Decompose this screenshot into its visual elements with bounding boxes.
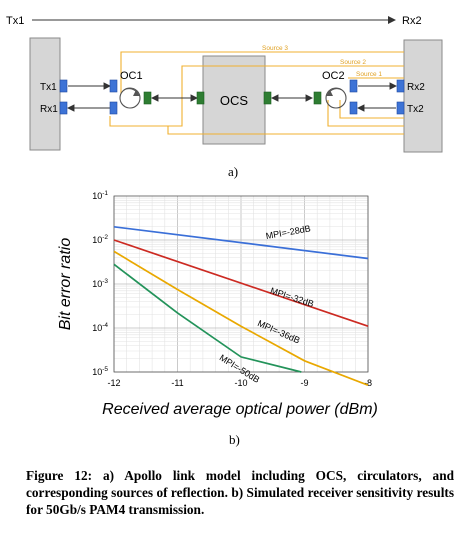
y-tick-label: 10-3 — [92, 278, 108, 289]
blue-ports — [59, 79, 405, 115]
source-return-2 — [339, 100, 404, 119]
y-tick-label: 10-1 — [92, 190, 108, 201]
oc2-label: OC2 — [322, 70, 345, 82]
source-return-3 — [167, 126, 404, 135]
left-rx1-label: Rx1 — [40, 104, 58, 115]
series-line-3 — [113, 263, 302, 373]
circulator-oc1 — [119, 87, 141, 109]
source-1-label: Source 1 — [356, 71, 382, 78]
y-axis-label: Bit error ratio — [57, 238, 74, 331]
green-ports — [143, 91, 322, 105]
source-3-path — [120, 51, 404, 94]
x-tick-label: -10 — [234, 378, 247, 388]
x-tick-label: -9 — [300, 378, 308, 388]
oc2-port-top — [349, 79, 358, 93]
port-rx2 — [396, 79, 405, 93]
port-tx2 — [396, 101, 405, 115]
x-tick-label: -12 — [107, 378, 120, 388]
port-tx1 — [59, 79, 68, 93]
y-tick-label: 10-5 — [92, 366, 108, 377]
plot-frame — [113, 195, 369, 373]
source-2-label: Source 2 — [340, 59, 366, 66]
top-rx2-label: Rx2 — [402, 15, 422, 27]
left-tx1-label: Tx1 — [40, 82, 57, 93]
chart-grid — [113, 196, 369, 373]
port-rx1 — [59, 101, 68, 115]
ber-chart: 10-110-210-310-410-5 -12 -11 -10 -9 -8 MPI=-… — [57, 190, 378, 447]
top-tx1-label: Tx1 — [6, 15, 24, 27]
x-axis-label: Received average optical power (dBm) — [102, 401, 378, 418]
reflection-paths — [109, 51, 404, 135]
ocs-right-port — [263, 91, 272, 105]
x-tick-labels: -12 -11 -10 -9 -8 — [107, 378, 372, 388]
oc2-port-bottom — [349, 101, 358, 115]
source-3-label: Source 3 — [262, 45, 288, 52]
oc1-port-top — [109, 79, 118, 93]
oc1-port-bottom — [109, 101, 118, 115]
direction-arrowhead — [388, 16, 396, 24]
series-line-0 — [113, 225, 369, 260]
y-tick-label: 10-4 — [92, 322, 108, 333]
series-line-1 — [113, 239, 369, 328]
source-return-1 — [327, 100, 404, 127]
y-tick-labels: 10-1 10-2 10-3 10-4 10-5 — [92, 190, 108, 377]
y-tick-label: 10-2 — [92, 234, 108, 245]
oc1-label: OC1 — [120, 70, 143, 82]
right-rx2-label: Rx2 — [407, 82, 425, 93]
sublabel-b: b) — [229, 432, 240, 447]
x-tick-label: -11 — [171, 378, 183, 388]
oc1-fiber-port — [143, 91, 152, 105]
chart-series — [113, 225, 369, 386]
ocs-left-port — [196, 91, 205, 105]
right-transceiver-box — [403, 39, 443, 153]
x-tick-label: -8 — [364, 378, 372, 388]
right-tx2-label: Tx2 — [407, 104, 424, 115]
connections — [66, 82, 398, 112]
sublabel-a: a) — [228, 164, 238, 179]
left-transceiver-box — [29, 37, 61, 151]
source-2-path — [109, 65, 404, 127]
circulator-oc2 — [325, 87, 347, 109]
link-model-diagram: Tx1 Rx2 OCS Source 3 Source 2 Source 1 — [6, 15, 443, 179]
oc2-fiber-port — [313, 91, 322, 105]
series-line-2 — [113, 250, 369, 386]
ocs-label: OCS — [220, 93, 249, 108]
figure-caption: Figure 12: a) Apollo link model includin… — [26, 468, 454, 517]
